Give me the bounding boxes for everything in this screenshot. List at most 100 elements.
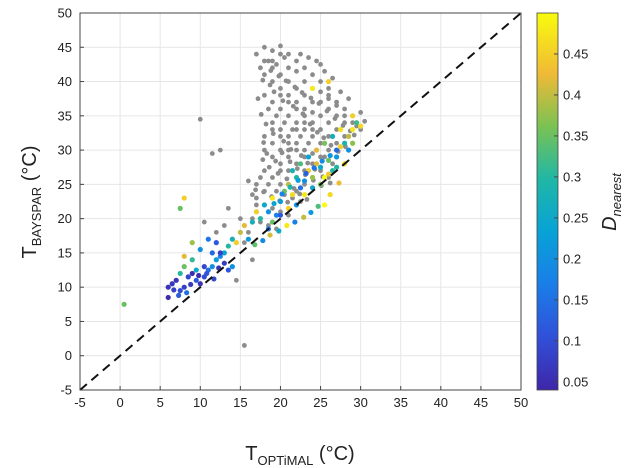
y-tick-label: 40 <box>58 74 72 89</box>
colorbar-title-sub: nearest <box>609 172 624 217</box>
colored-point <box>171 287 177 293</box>
gray-point <box>324 108 330 114</box>
gray-point <box>346 96 352 102</box>
gray-point <box>270 175 275 180</box>
gray-point <box>321 135 327 141</box>
colored-point <box>277 212 284 218</box>
gray-point <box>304 197 310 202</box>
colored-point <box>333 164 340 170</box>
colorbar-title: Dnearest <box>599 172 624 231</box>
gray-point <box>318 140 323 146</box>
colorbar-tick-label: 0.05 <box>563 374 588 389</box>
colored-point <box>197 281 203 287</box>
colorbar-tick-label: 0.15 <box>563 292 588 307</box>
gray-point <box>274 62 279 67</box>
gray-point <box>326 96 331 102</box>
gray-point <box>270 79 275 84</box>
y-axis-title-sub: BAYSPAR <box>29 187 44 246</box>
gray-point <box>278 86 283 91</box>
gray-point <box>310 161 315 167</box>
gray-point <box>310 72 315 78</box>
colored-point <box>325 157 332 163</box>
gray-point <box>358 109 364 115</box>
colored-point <box>301 178 308 184</box>
colored-point <box>213 257 219 263</box>
gray-point <box>294 58 299 64</box>
colored-point <box>165 294 171 301</box>
colorbar-title-main: D <box>599 216 621 230</box>
colored-point <box>165 284 171 290</box>
colored-point <box>337 126 344 133</box>
colored-point <box>346 147 352 153</box>
gray-point <box>266 58 271 64</box>
gray-point <box>262 72 267 78</box>
gray-point <box>262 168 267 174</box>
y-tick-label: 0 <box>65 348 72 363</box>
x-tick-label: 35 <box>393 395 407 410</box>
colored-point <box>277 198 284 205</box>
y-tick-label: 50 <box>58 6 72 21</box>
colored-point <box>241 222 247 229</box>
colored-point <box>260 237 266 244</box>
gray-point <box>261 140 267 145</box>
y-tick-label: 45 <box>58 40 72 55</box>
gray-point <box>294 161 299 167</box>
gray-point <box>280 98 286 104</box>
colored-point <box>350 113 356 119</box>
colored-point <box>327 152 333 159</box>
gray-point <box>286 92 291 98</box>
gray-point <box>270 120 275 126</box>
colored-point <box>209 250 215 256</box>
identity-reference-line <box>79 12 522 391</box>
colored-point <box>279 191 285 197</box>
colored-point <box>249 219 255 225</box>
gray-point <box>274 188 279 194</box>
colored-point <box>197 246 203 253</box>
gray-point <box>302 65 307 71</box>
gray-point <box>310 151 315 156</box>
gray-point <box>290 103 296 109</box>
colored-point <box>354 120 360 126</box>
gray-point <box>326 147 331 153</box>
colored-point <box>205 236 211 242</box>
gray-point <box>286 140 291 146</box>
gray-point <box>326 92 331 98</box>
colored-point <box>297 161 304 167</box>
gray-point <box>362 118 368 124</box>
colored-point <box>217 250 223 256</box>
gray-point <box>260 77 266 83</box>
gray-point <box>261 189 267 195</box>
colored-point <box>284 222 290 229</box>
gray-point <box>258 112 264 117</box>
gray-point <box>334 127 339 132</box>
gray-point <box>262 133 267 139</box>
gray-point <box>307 121 313 127</box>
gray-point <box>278 127 283 132</box>
gray-point <box>285 199 291 205</box>
colored-point <box>185 274 191 280</box>
y-axis-ticks: -5 0 5 10 15 20 25 30 35 40 45 50 <box>58 6 84 398</box>
colored-point <box>204 270 210 277</box>
colored-point <box>213 240 219 246</box>
gray-point <box>255 96 261 102</box>
gray-point <box>287 159 293 165</box>
gray-point <box>254 195 259 201</box>
y-axis-title-unit: (°C) <box>19 145 41 186</box>
gray-point <box>270 48 275 54</box>
colored-point <box>321 202 328 208</box>
gray-point <box>340 123 346 128</box>
gray-point <box>318 127 323 132</box>
gray-point <box>263 121 269 127</box>
x-tick-label: 30 <box>353 395 367 410</box>
gray-point <box>266 106 271 112</box>
colorbar <box>536 12 559 391</box>
gray-point <box>326 120 331 126</box>
x-tick-label: 10 <box>193 395 207 410</box>
gray-point <box>254 181 259 187</box>
colorbar-tick-label: 0.2 <box>563 251 581 266</box>
colored-point <box>173 277 179 283</box>
gray-point <box>260 157 266 163</box>
gray-point <box>334 140 339 146</box>
gray-point <box>284 176 290 182</box>
x-tick-label: 20 <box>273 395 287 410</box>
